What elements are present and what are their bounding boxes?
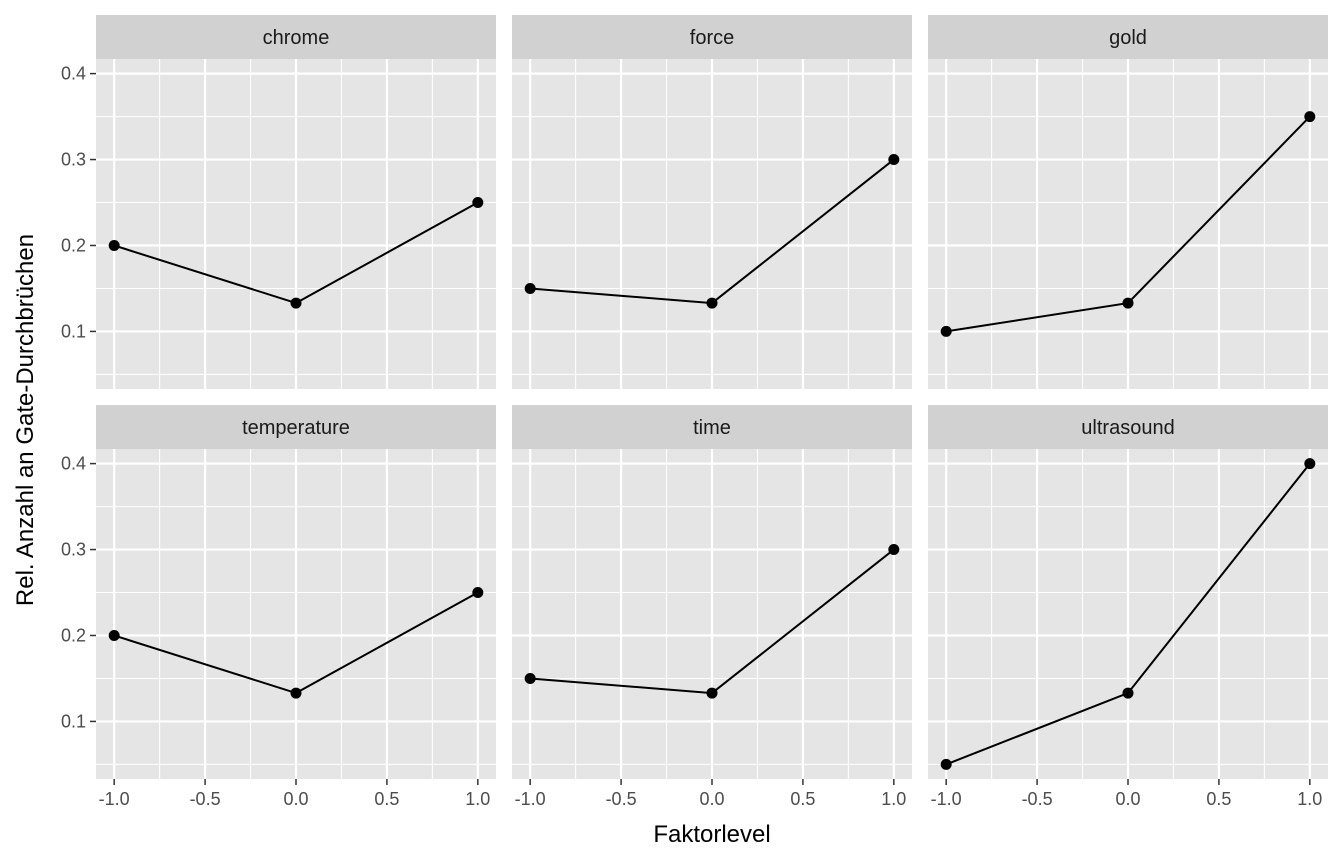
strip-label: time xyxy=(693,417,731,439)
strip-label: gold xyxy=(1109,27,1147,49)
strip-bg xyxy=(96,405,496,449)
panel-chrome: chrome 0.1 0.2 0.3 0.4 xyxy=(61,15,496,389)
x-tick-label: 1.0 xyxy=(881,789,906,809)
data-point xyxy=(888,154,900,166)
data-point xyxy=(290,687,302,699)
y-tick-label: 0.2 xyxy=(61,625,86,645)
data-point xyxy=(108,629,120,641)
panel-temperature: temperature 0.1 0.2 0.3 0.4 -1.0 -0.5 0.0 0.5 1.0 xyxy=(61,405,496,809)
panel-ultrasound: ultrasound -1.0 -0.5 0.0 0.5 1.0 xyxy=(928,405,1328,809)
data-point xyxy=(524,282,536,294)
x-tick-label: 0.0 xyxy=(699,789,724,809)
y-tick-label: 0.3 xyxy=(61,540,86,560)
strip-label: ultrasound xyxy=(1081,417,1174,439)
data-point xyxy=(1304,111,1316,123)
data-point xyxy=(940,758,952,770)
strip-label: temperature xyxy=(242,417,350,439)
data-point xyxy=(706,687,718,699)
strip-bg xyxy=(96,15,496,59)
data-point xyxy=(524,672,536,684)
panel-time: time -1.0 -0.5 0.0 0.5 1.0 xyxy=(512,405,912,809)
x-tick-label: 0.5 xyxy=(1206,789,1231,809)
data-point xyxy=(706,297,718,309)
x-tick-label: -1.0 xyxy=(515,789,546,809)
strip-bg xyxy=(928,405,1328,449)
strip-bg xyxy=(512,15,912,59)
data-point xyxy=(472,197,484,209)
y-tick-label: 0.2 xyxy=(61,235,86,255)
y-tick-label: 0.3 xyxy=(61,150,86,170)
data-point xyxy=(290,297,302,309)
x-tick-label: 0.5 xyxy=(374,789,399,809)
strip-label: chrome xyxy=(263,27,330,49)
y-tick-label: 0.1 xyxy=(61,321,86,341)
x-tick-label: 0.0 xyxy=(1115,789,1140,809)
data-point xyxy=(472,587,484,599)
data-point xyxy=(108,239,120,251)
x-tick-label: 1.0 xyxy=(465,789,490,809)
x-axis-title: Faktorlevel xyxy=(653,821,770,848)
strip-bg xyxy=(928,15,1328,59)
y-tick-label: 0.1 xyxy=(61,711,86,731)
panel-gold: gold xyxy=(928,15,1328,389)
y-tick-label: 0.4 xyxy=(61,64,86,84)
x-tick-label: -0.5 xyxy=(606,789,637,809)
x-tick-label: -0.5 xyxy=(1022,789,1053,809)
data-point xyxy=(940,325,952,337)
data-point xyxy=(1122,687,1134,699)
data-point xyxy=(1304,458,1316,470)
x-tick-label: -1.0 xyxy=(931,789,962,809)
data-point xyxy=(888,544,900,556)
data-point xyxy=(1122,297,1134,309)
strip-bg xyxy=(512,405,912,449)
x-tick-label: 0.5 xyxy=(790,789,815,809)
x-tick-label: -0.5 xyxy=(190,789,221,809)
x-tick-label: -1.0 xyxy=(99,789,130,809)
strip-label: force xyxy=(690,27,734,49)
x-tick-label: 1.0 xyxy=(1297,789,1322,809)
y-axis-title: Rel. Anzahl an Gate-Durchbrüchen xyxy=(12,234,39,606)
x-tick-label: 0.0 xyxy=(283,789,308,809)
panels-layer: chrome 0.1 0.2 0.3 0.4 force gold temperature 0.… xyxy=(61,15,1328,809)
panel-force: force xyxy=(512,15,912,389)
y-tick-label: 0.4 xyxy=(61,454,86,474)
